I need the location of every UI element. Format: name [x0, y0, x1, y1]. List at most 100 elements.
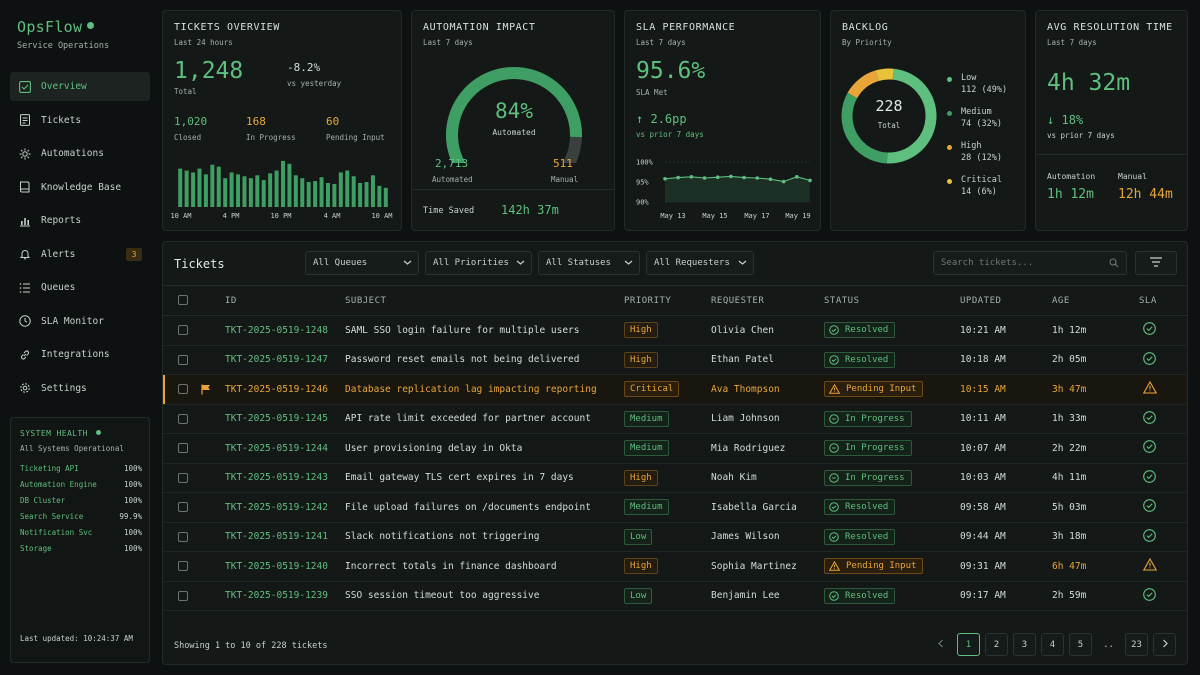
- ticket-id[interactable]: TKT-2025-0519-1248: [225, 315, 345, 346]
- column-requester[interactable]: REQUESTER: [711, 285, 824, 316]
- next-page-button[interactable]: [1153, 633, 1176, 656]
- row-checkbox[interactable]: [178, 561, 188, 572]
- sla-check-icon: [1143, 410, 1156, 424]
- sidebar-item-settings[interactable]: Settings: [10, 374, 150, 403]
- row-checkbox[interactable]: [178, 590, 188, 601]
- queue-filter[interactable]: All Queues: [305, 251, 419, 275]
- service-uptime: 99.9%: [119, 512, 142, 521]
- row-select-cell: [163, 315, 225, 346]
- column-sla[interactable]: SLA: [1139, 285, 1187, 316]
- ticket-subject[interactable]: Password reset emails not being delivere…: [345, 345, 624, 375]
- column-subject[interactable]: SUBJECT: [345, 285, 624, 316]
- row-checkbox[interactable]: [178, 443, 188, 454]
- chart-bar: [293, 175, 298, 207]
- ticket-id[interactable]: TKT-2025-0519-1240: [225, 551, 345, 582]
- sla-point: [729, 174, 733, 179]
- sla-check-icon: [1143, 469, 1156, 483]
- sidebar-item-reports[interactable]: Reports: [10, 206, 150, 235]
- ticket-id[interactable]: TKT-2025-0519-1247: [225, 345, 345, 375]
- legend-value: 112 (49%): [961, 85, 1008, 95]
- sidebar-item-alerts[interactable]: Alerts 3: [10, 240, 150, 269]
- ticket-id[interactable]: TKT-2025-0519-1243: [225, 463, 345, 493]
- page-button[interactable]: 1: [957, 633, 980, 656]
- sidebar-item-tickets[interactable]: Tickets: [10, 106, 150, 135]
- check-circle-icon: [829, 531, 845, 542]
- page-button[interactable]: 5: [1069, 633, 1092, 656]
- health-service-row: Search Service 99.9%: [20, 512, 142, 521]
- column-updated[interactable]: UPDATED: [960, 285, 1052, 316]
- table-row[interactable]: TKT-2025-0519-1247 Password reset emails …: [163, 345, 1187, 375]
- status-badge: Resolved: [824, 528, 896, 545]
- tickets-table: ID SUBJECT PRIORITY REQUESTER STATUS UPD…: [163, 285, 1187, 611]
- column-priority[interactable]: PRIORITY: [624, 285, 711, 316]
- ticket-subject[interactable]: Incorrect totals in finance dashboard: [345, 551, 624, 582]
- x-tick-label: May 13: [660, 212, 685, 220]
- table-row[interactable]: TKT-2025-0519-1246 Database replication l…: [163, 374, 1187, 405]
- ticket-subject[interactable]: Email gateway TLS cert expires in 7 days: [345, 463, 624, 493]
- row-select-cell: [163, 463, 225, 493]
- table-row[interactable]: TKT-2025-0519-1245 API rate limit exceede…: [163, 404, 1187, 434]
- app-logo[interactable]: OpsFlow: [17, 18, 95, 36]
- ticket-id[interactable]: TKT-2025-0519-1239: [225, 581, 345, 611]
- filter-options-button[interactable]: [1135, 251, 1177, 275]
- closed-label: Closed: [174, 133, 202, 142]
- ticket-id[interactable]: TKT-2025-0519-1242: [225, 492, 345, 523]
- y-tick-label: 95%: [636, 179, 649, 187]
- ticket-subject[interactable]: File upload failures on /documents endpo…: [345, 492, 624, 523]
- alerts-count-badge: 3: [126, 247, 142, 261]
- page-button[interactable]: 3: [1013, 633, 1036, 656]
- ticket-subject[interactable]: Slack notifications not triggering: [345, 522, 624, 552]
- table-row[interactable]: TKT-2025-0519-1248 SAML SSO login failure…: [163, 315, 1187, 346]
- prev-page-button[interactable]: [929, 633, 952, 656]
- column-status[interactable]: STATUS: [824, 285, 960, 316]
- ticket-subject[interactable]: Database replication lag impacting repor…: [345, 374, 624, 405]
- page-button[interactable]: 4: [1041, 633, 1064, 656]
- requester-filter[interactable]: All Requesters: [646, 251, 754, 275]
- ticket-id[interactable]: TKT-2025-0519-1246: [225, 374, 345, 405]
- table-row[interactable]: TKT-2025-0519-1241 Slack notifications no…: [163, 522, 1187, 552]
- table-row[interactable]: TKT-2025-0519-1242 File upload failures o…: [163, 492, 1187, 523]
- row-checkbox[interactable]: [178, 325, 188, 336]
- ticket-id[interactable]: TKT-2025-0519-1245: [225, 404, 345, 434]
- row-checkbox[interactable]: [178, 502, 188, 513]
- column-id[interactable]: ID: [225, 285, 345, 316]
- page-button[interactable]: 2: [985, 633, 1008, 656]
- ticket-id[interactable]: TKT-2025-0519-1241: [225, 522, 345, 552]
- table-row[interactable]: TKT-2025-0519-1244 User provisioning dela…: [163, 433, 1187, 464]
- column-age[interactable]: AGE: [1052, 285, 1139, 316]
- sidebar-item-knowledge-base[interactable]: Knowledge Base: [10, 173, 150, 202]
- sidebar-item-integrations[interactable]: Integrations: [10, 340, 150, 369]
- status-filter[interactable]: All Statuses: [538, 251, 640, 275]
- in-progress-label: In Progress: [246, 133, 296, 142]
- tickets-total: 1,248: [174, 58, 244, 84]
- priority-badge: High: [624, 351, 658, 368]
- row-checkbox[interactable]: [178, 354, 188, 365]
- sla-cell: [1139, 374, 1187, 405]
- select-all-checkbox[interactable]: [178, 295, 188, 306]
- sidebar-item-overview[interactable]: Overview: [10, 72, 150, 101]
- sidebar-item-queues[interactable]: Queues: [10, 273, 150, 302]
- ticket-subject[interactable]: SAML SSO login failure for multiple user…: [345, 315, 624, 346]
- ticket-subject[interactable]: SSO session timeout too aggressive: [345, 581, 624, 611]
- page-button[interactable]: 23: [1125, 633, 1148, 656]
- ticket-subject[interactable]: User provisioning delay in Okta: [345, 433, 624, 464]
- table-row[interactable]: TKT-2025-0519-1240 Incorrect totals in fi…: [163, 551, 1187, 582]
- sidebar-item-automations[interactable]: Automations: [10, 139, 150, 168]
- ticket-subject[interactable]: API rate limit exceeded for partner acco…: [345, 404, 624, 434]
- status-cell: Pending Input: [824, 551, 960, 582]
- chart-bar: [338, 172, 343, 207]
- table-row[interactable]: TKT-2025-0519-1243 Email gateway TLS cert…: [163, 463, 1187, 493]
- requester-name: Mia Rodriguez: [711, 433, 824, 464]
- sidebar-item-sla-monitor[interactable]: SLA Monitor: [10, 307, 150, 336]
- row-checkbox[interactable]: [178, 413, 188, 424]
- row-checkbox[interactable]: [178, 472, 188, 483]
- row-checkbox[interactable]: [178, 531, 188, 542]
- progress-icon: [829, 472, 845, 483]
- search-input[interactable]: Search tickets...: [933, 251, 1127, 275]
- in-progress-count: 168: [246, 115, 266, 128]
- table-row[interactable]: TKT-2025-0519-1239 SSO session timeout to…: [163, 581, 1187, 611]
- ticket-id[interactable]: TKT-2025-0519-1244: [225, 433, 345, 464]
- priority-filter[interactable]: All Priorities: [425, 251, 532, 275]
- page-ellipsis[interactable]: ..: [1103, 639, 1114, 650]
- row-checkbox[interactable]: [178, 384, 188, 395]
